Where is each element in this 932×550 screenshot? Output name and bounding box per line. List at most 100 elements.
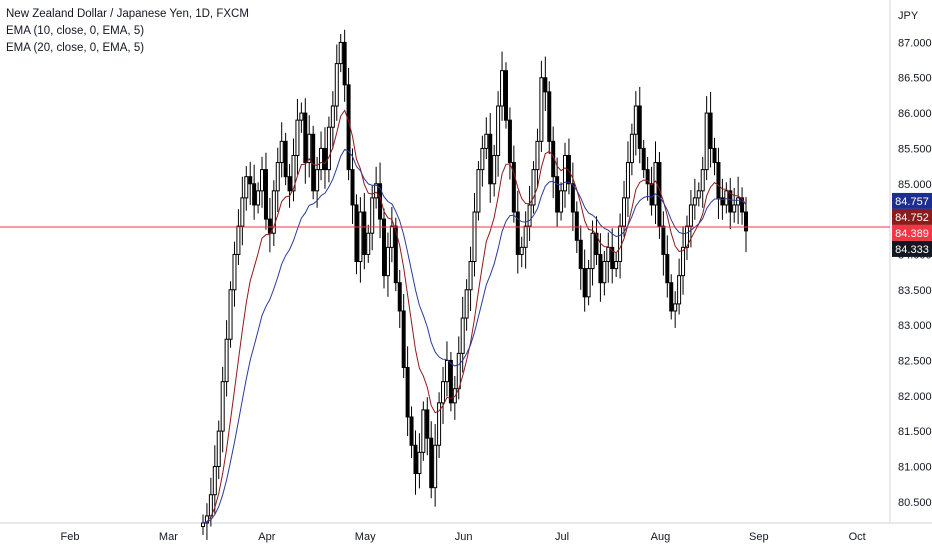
candle-body [326, 126, 331, 171]
price-tick-label: 80.500 [898, 497, 932, 509]
price-label-badge [892, 240, 932, 257]
candle-body [433, 444, 438, 489]
candle-body [287, 176, 292, 192]
candle-body [263, 169, 268, 220]
candle-body [358, 211, 363, 262]
candle-body [484, 133, 489, 149]
candle-body [330, 105, 335, 128]
candle-body [322, 147, 327, 171]
candle-body [256, 190, 261, 206]
time-tick-label: Apr [258, 531, 275, 543]
time-tick-label: Jul [555, 531, 569, 543]
candle-body [437, 402, 442, 446]
indicator-ema-10[interactable]: EMA (10, close, 0, EMA, 5) [6, 25, 145, 37]
candle-body [374, 183, 379, 199]
candle-body [740, 197, 745, 213]
candle-body [586, 268, 591, 298]
candle-body [236, 225, 241, 255]
candle-body [291, 154, 296, 192]
price-tick-label: 85.000 [898, 179, 932, 191]
candle-body [602, 261, 607, 284]
candle-body [456, 352, 461, 390]
candle-body [515, 211, 520, 255]
candle-body [385, 246, 390, 277]
price-label-text: 84.333 [895, 244, 929, 256]
price-label-text: 84.752 [895, 212, 929, 224]
candle-body [637, 105, 642, 149]
candle-body [610, 246, 615, 270]
time-tick-label: Sep [749, 531, 769, 543]
candle-body [496, 105, 501, 156]
time-tick-label: Oct [849, 531, 866, 543]
candle-body [570, 183, 575, 213]
candle-body [476, 169, 481, 213]
candle-body [547, 91, 552, 142]
candle-body [708, 112, 713, 149]
candle-body [681, 246, 686, 277]
price-labels: 84.757 84.752 84.389 84.333 [892, 192, 932, 257]
candle-body [468, 261, 473, 291]
time-tick-label: Feb [61, 531, 80, 543]
price-tick-label: 83.500 [898, 285, 932, 297]
candle-body [444, 359, 449, 383]
candle-body [417, 451, 422, 475]
candle-body [578, 239, 583, 270]
plot-background [0, 0, 890, 523]
price-label-badge [892, 192, 932, 209]
time-tick-label: Aug [651, 531, 671, 543]
candle-body [405, 367, 410, 418]
candle-body [688, 204, 693, 227]
candle-body [303, 112, 308, 164]
price-tick-label: 81.500 [898, 426, 932, 438]
candle-body [441, 381, 446, 404]
price-axis-ticks: 80.500 81.000 81.500 82.000 82.500 83.000 83.5… [898, 37, 932, 508]
indicator-ema-20[interactable]: EMA (20, close, 0, EMA, 5) [6, 42, 145, 54]
candle-body [283, 140, 288, 178]
candle-body [511, 162, 516, 213]
candle-body [389, 225, 394, 248]
price-tick-label: 82.500 [898, 355, 932, 367]
candle-body [271, 190, 276, 234]
candle-body [669, 282, 674, 312]
candle-body [362, 211, 367, 255]
candle-body [692, 197, 697, 206]
price-label-badge [892, 224, 932, 241]
candle-body [216, 430, 221, 467]
candle-body [448, 359, 453, 404]
time-axis-ticks: Feb Mar Apr May Jun Jul Aug Sep Oct [61, 531, 866, 543]
candle-body [531, 169, 536, 206]
candle-body [500, 70, 505, 107]
candle-body [252, 183, 257, 206]
candle-body [724, 190, 729, 206]
ema-20-line [202, 148, 747, 524]
candle-body [574, 211, 579, 241]
candle-body [260, 169, 265, 192]
candle-body [480, 147, 485, 171]
candle-body [319, 147, 324, 171]
price-tick-label: 81.000 [898, 461, 932, 473]
candle-body [535, 140, 540, 171]
candle-body [421, 409, 426, 453]
candle-body [645, 169, 650, 185]
candle-body [503, 70, 508, 121]
candle-body [590, 232, 595, 270]
candle-body [393, 225, 398, 284]
candle-body [732, 204, 737, 213]
candle-body [712, 147, 717, 164]
price-label-text: 84.757 [895, 196, 929, 208]
time-tick-label: May [355, 531, 376, 543]
candle-body [633, 105, 638, 135]
chart-title[interactable]: New Zealand Dollar / Japanese Yen, 1D, F… [6, 8, 249, 20]
candle-body [543, 77, 548, 93]
price-tick-label: 85.500 [898, 143, 932, 155]
candle-body [582, 268, 587, 298]
candle-body [677, 275, 682, 305]
candle-body [299, 112, 304, 121]
candle-body [228, 289, 233, 340]
time-tick-label: Mar [159, 531, 178, 543]
candle-body [425, 409, 430, 439]
candle-body [401, 310, 406, 369]
candle-body [295, 119, 300, 156]
candle-body [248, 176, 253, 185]
